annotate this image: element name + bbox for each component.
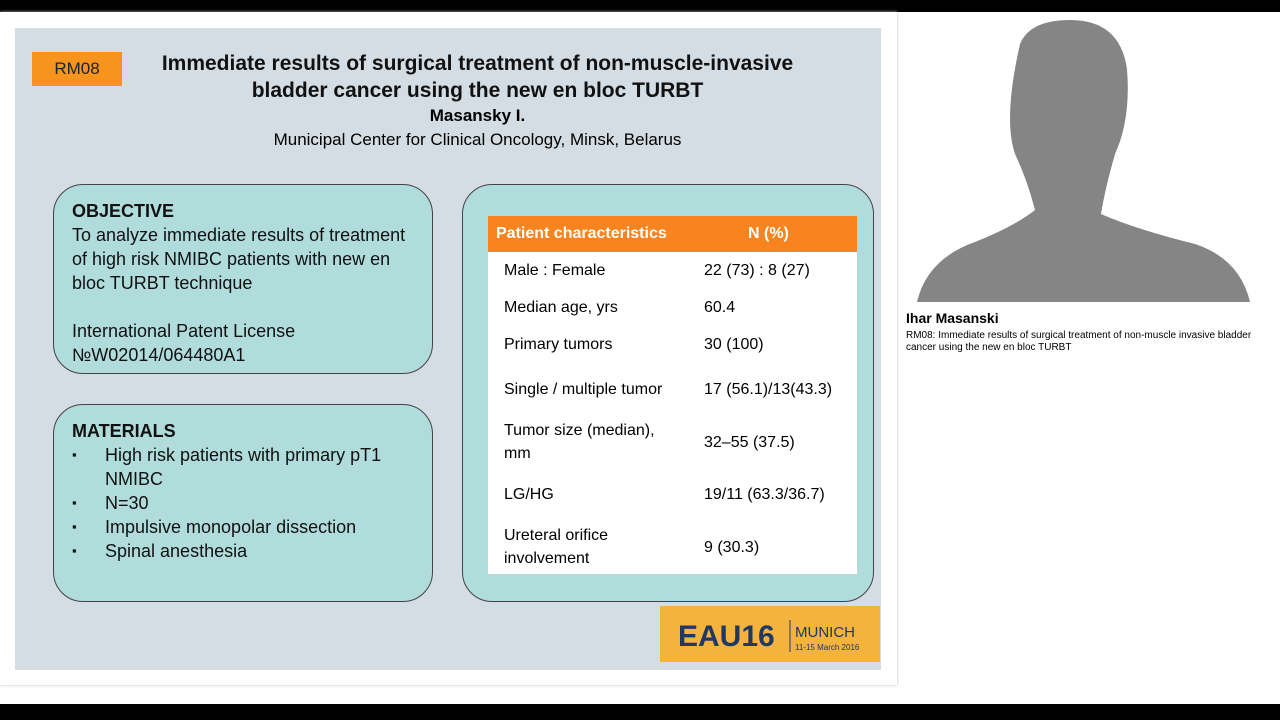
header: N (%)	[688, 216, 857, 252]
table-cell: Median age, yrs	[504, 299, 618, 316]
text: To analyze immediate results of treatmen…	[72, 225, 406, 293]
table-cell: Primary tumors	[504, 336, 613, 353]
heading: OBJECTIVE	[72, 201, 175, 221]
speaker-name: Ihar Masanski	[906, 310, 999, 326]
table-cell: Male : Female	[504, 262, 606, 279]
logo-text: EAU16	[678, 620, 775, 653]
title: Immediate results of surgical treatment …	[161, 52, 794, 102]
logo-text: MUNICH	[795, 624, 855, 641]
list-item: Impulsive monopolar dissection	[72, 515, 405, 539]
poster: RM08 Immediate results of surgical treat…	[15, 28, 881, 670]
logo: EAU16 MUNICH 11-15 March 2016	[660, 606, 880, 662]
table-cell: 9 (30.3)	[704, 538, 760, 556]
top-bar	[0, 0, 1280, 12]
table-row: Median age, yrs 60.4	[488, 289, 857, 326]
header: Patient characteristics	[488, 216, 688, 252]
badge: RM08	[32, 52, 122, 86]
table-cell: 17 (56.1)/13(43.3)	[704, 381, 833, 398]
table-row: LG/HG 19/11 (63.3/36.7)	[488, 468, 857, 520]
materials-box: MATERIALS High risk patients with primar…	[53, 404, 433, 602]
heading: MATERIALS	[72, 421, 176, 441]
objective-box: OBJECTIVE To analyze immediate results o…	[53, 184, 433, 374]
logo-text: 11-15 March 2016	[795, 643, 860, 652]
table-cell: LG/HG	[504, 485, 554, 503]
text: International Patent License	[72, 321, 296, 341]
slide: RM08 Immediate results of surgical treat…	[0, 12, 897, 685]
list-item: High risk patients with primary pT1 NMIB…	[72, 443, 405, 491]
list-item: Spinal anesthesia	[72, 539, 405, 563]
table-cell: 19/11 (63.3/36.7)	[704, 485, 825, 503]
table-cell: Tumor size (median), mm	[504, 422, 655, 462]
text: №W02014/064480A1	[72, 345, 246, 365]
table-cell: 60.4	[704, 299, 736, 316]
table-row: Single / multiple tumor 17 (56.1)/13(43.3…	[488, 363, 857, 416]
talk-description: RM08: Immediate results of surgical trea…	[906, 330, 1252, 353]
bottom-bar	[0, 704, 1280, 720]
table-cell: Ureteral orifice involvement	[504, 527, 609, 567]
table-row: Male : Female 22 (73) : 8 (27)	[488, 252, 857, 289]
list-item: N=30	[72, 491, 405, 515]
table-row: Ureteral orifice involvement 9 (30.3)	[488, 520, 857, 574]
table-cell: 30 (100)	[704, 336, 764, 353]
table-cell: 32–55 (37.5)	[704, 433, 795, 451]
table-row: Primary tumors 30 (100)	[488, 326, 857, 363]
table: Patient characteristics N (%) Male : Fema…	[488, 216, 857, 574]
list: High risk patients with primary pT1 NMIB…	[72, 443, 432, 563]
author: Masansky I.	[429, 106, 526, 125]
table-cell: 22 (73) : 8 (27)	[704, 262, 810, 279]
affiliation: Municipal Center for Clinical Oncology, …	[273, 130, 682, 149]
table-cell: Single / multiple tumor	[504, 381, 663, 398]
table-row: Tumor size (median), mm 32–55 (37.5)	[488, 416, 857, 468]
speaker-silhouette	[905, 14, 1280, 302]
